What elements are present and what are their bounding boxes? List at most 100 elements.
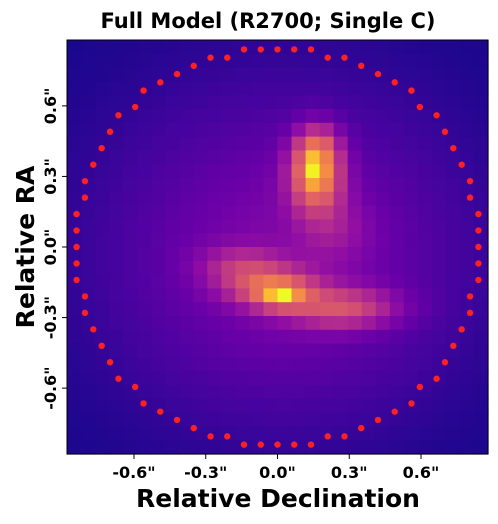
heatmap-cell xyxy=(319,95,335,110)
heatmap-cell xyxy=(333,233,349,248)
heatmap-cell xyxy=(347,205,363,220)
heatmap-cell xyxy=(319,109,335,124)
heatmap-cell xyxy=(473,357,489,372)
heatmap-cell xyxy=(305,302,321,317)
heatmap-cell xyxy=(109,205,124,220)
heatmap-cell xyxy=(431,274,447,289)
heatmap-cell xyxy=(333,288,349,303)
heatmap-cell xyxy=(151,122,166,138)
heatmap-cell xyxy=(319,205,335,220)
mask-point xyxy=(98,145,105,152)
heatmap-cell xyxy=(277,302,293,317)
heatmap-cell xyxy=(291,329,307,345)
heatmap-cell xyxy=(473,40,489,55)
heatmap-cell xyxy=(109,53,124,69)
heatmap-cell xyxy=(375,219,391,234)
heatmap-cell xyxy=(137,205,152,220)
heatmap-cell xyxy=(473,53,489,69)
heatmap-cell xyxy=(81,385,96,400)
heatmap-cell xyxy=(473,385,489,400)
heatmap-cell xyxy=(263,95,279,110)
heatmap-cell xyxy=(375,122,391,138)
heatmap-cell xyxy=(165,357,180,372)
mask-point xyxy=(257,46,264,53)
heatmap-cell xyxy=(459,81,475,96)
heatmap-cell xyxy=(403,178,419,193)
heatmap-cell xyxy=(151,412,166,427)
heatmap-cell xyxy=(333,371,349,386)
heatmap-cell xyxy=(473,109,489,124)
heatmap-cell xyxy=(319,371,335,386)
heatmap-cell xyxy=(67,164,82,179)
heatmap-cell xyxy=(403,371,419,386)
heatmap-cell xyxy=(67,288,82,303)
heatmap-cell xyxy=(109,426,124,441)
heatmap-cell xyxy=(109,343,124,358)
heatmap-cell xyxy=(347,371,363,386)
heatmap-cell xyxy=(375,440,391,455)
heatmap-cell xyxy=(249,81,265,96)
heatmap-cell xyxy=(249,371,265,386)
heatmap-cell xyxy=(417,316,433,331)
heatmap-cell xyxy=(459,205,475,220)
heatmap-cell xyxy=(179,316,194,331)
mask-point xyxy=(408,400,415,407)
mask-point xyxy=(81,309,89,317)
heatmap-cell xyxy=(249,426,265,441)
heatmap-cell xyxy=(305,233,321,248)
heatmap-cell xyxy=(361,371,377,386)
heatmap-cell xyxy=(445,81,461,96)
heatmap-cell xyxy=(179,95,194,110)
heatmap-cell xyxy=(137,371,152,386)
heatmap-cell xyxy=(193,302,208,317)
heatmap-cell xyxy=(165,150,180,165)
heatmap-cell xyxy=(473,302,489,317)
heatmap-cell xyxy=(221,274,236,289)
heatmap-cell xyxy=(305,136,321,151)
heatmap-cell xyxy=(375,302,391,317)
heatmap-cell xyxy=(165,233,180,248)
mask-point xyxy=(240,441,248,448)
heatmap-cell xyxy=(417,426,433,441)
heatmap-cell xyxy=(235,412,251,427)
heatmap-cell xyxy=(249,53,265,69)
heatmap-cell xyxy=(235,191,251,207)
heatmap-cell xyxy=(263,233,279,248)
heatmap-cell xyxy=(403,150,419,165)
heatmap-cell xyxy=(291,81,307,96)
heatmap-cell xyxy=(165,109,180,124)
heatmap-cell xyxy=(403,440,419,455)
heatmap-cell xyxy=(277,440,293,455)
mask-point xyxy=(90,326,97,333)
heatmap-cell xyxy=(179,178,194,193)
heatmap-cell xyxy=(445,136,461,151)
heatmap-cell xyxy=(347,191,363,207)
heatmap-cell xyxy=(431,412,447,427)
heatmap-cell xyxy=(263,136,279,151)
heatmap-cell xyxy=(221,40,236,55)
heatmap-cell xyxy=(151,343,166,358)
heatmap-cell xyxy=(137,426,152,441)
heatmap-cell xyxy=(389,371,405,386)
heatmap-cell xyxy=(249,316,265,331)
heatmap-cell xyxy=(67,412,82,427)
heatmap-cell xyxy=(291,371,307,386)
heatmap-cell xyxy=(277,191,293,207)
heatmap-cell xyxy=(361,219,377,234)
heatmap-cell xyxy=(445,122,461,138)
heatmap-cell xyxy=(95,191,110,207)
mask-point xyxy=(224,54,231,61)
heatmap-cell xyxy=(235,53,251,69)
heatmap-cell xyxy=(277,109,293,124)
heatmap-cell xyxy=(389,426,405,441)
heatmap-cell xyxy=(151,357,166,372)
heatmap-cell xyxy=(319,398,335,414)
heatmap-cell xyxy=(375,260,391,276)
heatmap-cell xyxy=(347,398,363,414)
heatmap-cell xyxy=(305,150,321,165)
heatmap-cell xyxy=(277,371,293,386)
heatmap-cell xyxy=(347,122,363,138)
heatmap-cell xyxy=(193,109,208,124)
heatmap-cell xyxy=(123,191,138,207)
mask-point xyxy=(391,79,398,86)
